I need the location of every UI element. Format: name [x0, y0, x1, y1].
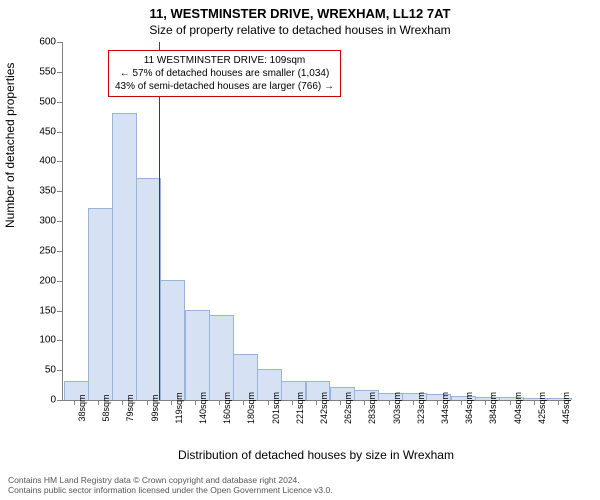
x-tick-label: 221sqm [295, 392, 305, 424]
footer-line-2: Contains public sector information licen… [8, 485, 592, 496]
y-tick-mark [57, 161, 62, 162]
x-tick-label: 119sqm [174, 392, 184, 423]
x-tick-mark [340, 400, 341, 405]
histogram-bar [112, 113, 137, 400]
y-tick-label: 100 [26, 335, 56, 346]
x-tick-mark [364, 400, 365, 405]
y-tick-mark [57, 311, 62, 312]
x-tick-label: 384sqm [488, 392, 498, 424]
x-tick-label: 445sqm [561, 392, 571, 424]
x-tick-mark [510, 400, 511, 405]
y-tick-label: 500 [26, 96, 56, 107]
x-tick-label: 262sqm [343, 392, 353, 424]
annotation-line: 11 WESTMINSTER DRIVE: 109sqm [115, 54, 334, 67]
histogram-bar [136, 178, 161, 400]
y-tick-label: 150 [26, 305, 56, 316]
y-tick-mark [57, 132, 62, 133]
y-tick-mark [57, 72, 62, 73]
y-tick-label: 350 [26, 186, 56, 197]
x-tick-mark [485, 400, 486, 405]
histogram-bar [185, 310, 210, 401]
y-tick-label: 600 [26, 37, 56, 48]
y-tick-label: 250 [26, 245, 56, 256]
y-tick-label: 550 [26, 66, 56, 77]
x-tick-label: 425sqm [537, 392, 547, 424]
x-tick-mark [195, 400, 196, 405]
y-tick-label: 400 [26, 156, 56, 167]
annotation-line: ← 57% of detached houses are smaller (1,… [115, 67, 334, 80]
x-axis-label: Distribution of detached houses by size … [62, 448, 570, 462]
y-tick-label: 450 [26, 126, 56, 137]
y-tick-mark [57, 400, 62, 401]
y-tick-mark [57, 221, 62, 222]
y-tick-mark [57, 191, 62, 192]
x-tick-label: 404sqm [513, 392, 523, 424]
histogram-bar [88, 208, 113, 400]
y-tick-mark [57, 251, 62, 252]
x-tick-mark [219, 400, 220, 405]
x-tick-label: 242sqm [319, 392, 329, 424]
x-tick-mark [292, 400, 293, 405]
y-tick-mark [57, 102, 62, 103]
annotation-box: 11 WESTMINSTER DRIVE: 109sqm← 57% of det… [108, 50, 341, 97]
y-tick-label: 200 [26, 275, 56, 286]
x-tick-label: 180sqm [246, 392, 256, 424]
histogram-bar [209, 315, 234, 400]
x-tick-mark [74, 400, 75, 405]
chart-title: 11, WESTMINSTER DRIVE, WREXHAM, LL12 7AT [0, 0, 600, 21]
footer-attribution: Contains HM Land Registry data © Crown c… [8, 475, 592, 496]
y-tick-mark [57, 42, 62, 43]
x-tick-label: 323sqm [416, 392, 426, 424]
x-tick-mark [268, 400, 269, 405]
x-tick-mark [461, 400, 462, 405]
x-tick-mark [98, 400, 99, 405]
y-tick-label: 50 [26, 365, 56, 376]
x-tick-mark [534, 400, 535, 405]
x-tick-label: 344sqm [440, 392, 450, 424]
x-tick-label: 283sqm [367, 392, 377, 424]
y-tick-mark [57, 340, 62, 341]
x-tick-label: 303sqm [392, 392, 402, 424]
x-tick-mark [122, 400, 123, 405]
x-tick-mark [316, 400, 317, 405]
x-tick-mark [413, 400, 414, 405]
y-tick-mark [57, 281, 62, 282]
footer-line-1: Contains HM Land Registry data © Crown c… [8, 475, 592, 486]
chart-subtitle: Size of property relative to detached ho… [0, 21, 600, 37]
y-tick-label: 0 [26, 395, 56, 406]
x-tick-label: 140sqm [198, 392, 208, 424]
x-tick-label: 201sqm [271, 392, 281, 424]
x-tick-mark [389, 400, 390, 405]
y-tick-label: 300 [26, 216, 56, 227]
x-tick-label: 58sqm [101, 394, 111, 421]
y-tick-mark [57, 370, 62, 371]
x-tick-mark [558, 400, 559, 405]
annotation-line: 43% of semi-detached houses are larger (… [115, 80, 334, 93]
histogram-bar [160, 280, 185, 400]
x-tick-label: 364sqm [464, 392, 474, 424]
x-tick-label: 99sqm [150, 394, 160, 421]
x-tick-mark [437, 400, 438, 405]
chart-container: 11, WESTMINSTER DRIVE, WREXHAM, LL12 7AT… [0, 0, 600, 500]
x-tick-label: 38sqm [77, 394, 87, 421]
x-tick-mark [147, 400, 148, 405]
x-tick-mark [171, 400, 172, 405]
x-tick-label: 79sqm [125, 394, 135, 421]
x-tick-label: 160sqm [222, 392, 232, 424]
x-tick-mark [243, 400, 244, 405]
